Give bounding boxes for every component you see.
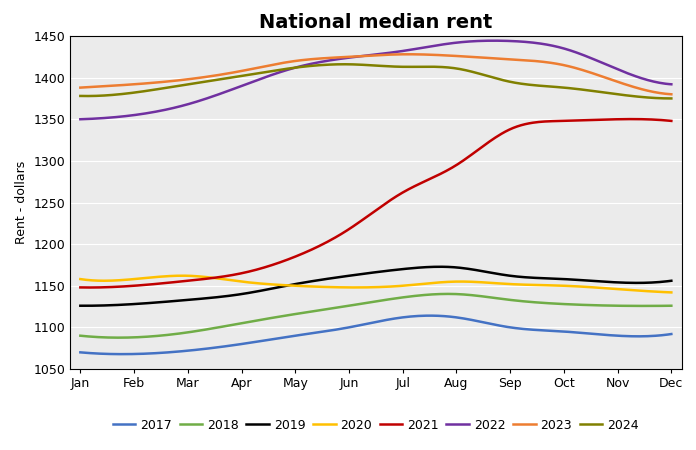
Line: 2024: 2024 (80, 64, 672, 99)
2022 (667, 81, 676, 87)
Title: National median rent: National median rent (259, 13, 493, 32)
2017 (442, 314, 450, 319)
2021 (430, 174, 438, 180)
2018 (578, 302, 587, 307)
2024 (428, 64, 436, 69)
Legend: 2017, 2018, 2019, 2020, 2021, 2022, 2023, 2024: 2017, 2018, 2019, 2020, 2021, 2022, 2023… (113, 418, 639, 432)
2022 (428, 44, 436, 49)
2020 (428, 280, 436, 286)
2018 (76, 333, 84, 338)
Line: 2021: 2021 (80, 119, 672, 288)
2024 (667, 96, 676, 101)
2020 (179, 273, 187, 279)
2022 (438, 42, 446, 47)
2021 (440, 169, 448, 175)
2019 (78, 303, 86, 308)
2023 (614, 79, 622, 85)
2017 (76, 350, 84, 355)
2020 (576, 284, 585, 289)
2023 (404, 52, 413, 57)
2023 (576, 67, 585, 72)
2018 (428, 292, 436, 297)
Line: 2018: 2018 (80, 294, 672, 338)
2024 (339, 62, 347, 67)
2017 (616, 333, 624, 338)
2020 (430, 280, 438, 286)
2018 (113, 335, 122, 340)
2018 (440, 291, 448, 297)
2023 (76, 85, 84, 90)
Line: 2023: 2023 (80, 54, 672, 94)
2022 (576, 51, 585, 57)
2022 (614, 67, 622, 72)
2022 (489, 38, 498, 43)
2018 (444, 291, 452, 297)
2021 (86, 285, 95, 290)
2023 (430, 52, 438, 58)
2017 (578, 330, 587, 336)
2021 (614, 117, 622, 122)
2019 (76, 303, 84, 308)
2021 (428, 175, 436, 180)
2021 (667, 118, 676, 124)
Y-axis label: Rent - dollars: Rent - dollars (15, 161, 28, 244)
2023 (440, 53, 448, 58)
2017 (118, 351, 126, 357)
2024 (614, 92, 622, 97)
Line: 2017: 2017 (80, 315, 672, 354)
2019 (442, 264, 450, 270)
2020 (78, 277, 86, 282)
2020 (667, 290, 676, 295)
2019 (430, 264, 438, 270)
2023 (428, 52, 436, 58)
Line: 2020: 2020 (80, 276, 672, 293)
2022 (426, 44, 434, 49)
Line: 2022: 2022 (80, 40, 672, 119)
2019 (667, 278, 676, 284)
2018 (78, 333, 86, 338)
2019 (428, 264, 436, 270)
2018 (430, 292, 438, 297)
2021 (78, 285, 86, 290)
2017 (667, 331, 676, 337)
2020 (76, 276, 84, 282)
2024 (576, 87, 585, 92)
2023 (78, 85, 86, 90)
2017 (426, 313, 434, 318)
2019 (578, 278, 587, 283)
2017 (430, 313, 438, 319)
2019 (616, 280, 624, 285)
2019 (436, 264, 444, 270)
2019 (80, 303, 88, 308)
2021 (576, 118, 585, 123)
2023 (667, 91, 676, 97)
2022 (78, 117, 86, 122)
2020 (440, 279, 448, 285)
2017 (432, 313, 441, 319)
2018 (667, 303, 676, 308)
2018 (616, 303, 624, 308)
2021 (76, 285, 84, 290)
2024 (78, 93, 86, 99)
2024 (430, 64, 438, 69)
2021 (628, 117, 636, 122)
Line: 2019: 2019 (80, 267, 672, 306)
2024 (76, 93, 84, 99)
2017 (78, 350, 86, 355)
2022 (76, 117, 84, 122)
2020 (614, 286, 622, 292)
2024 (440, 64, 448, 70)
